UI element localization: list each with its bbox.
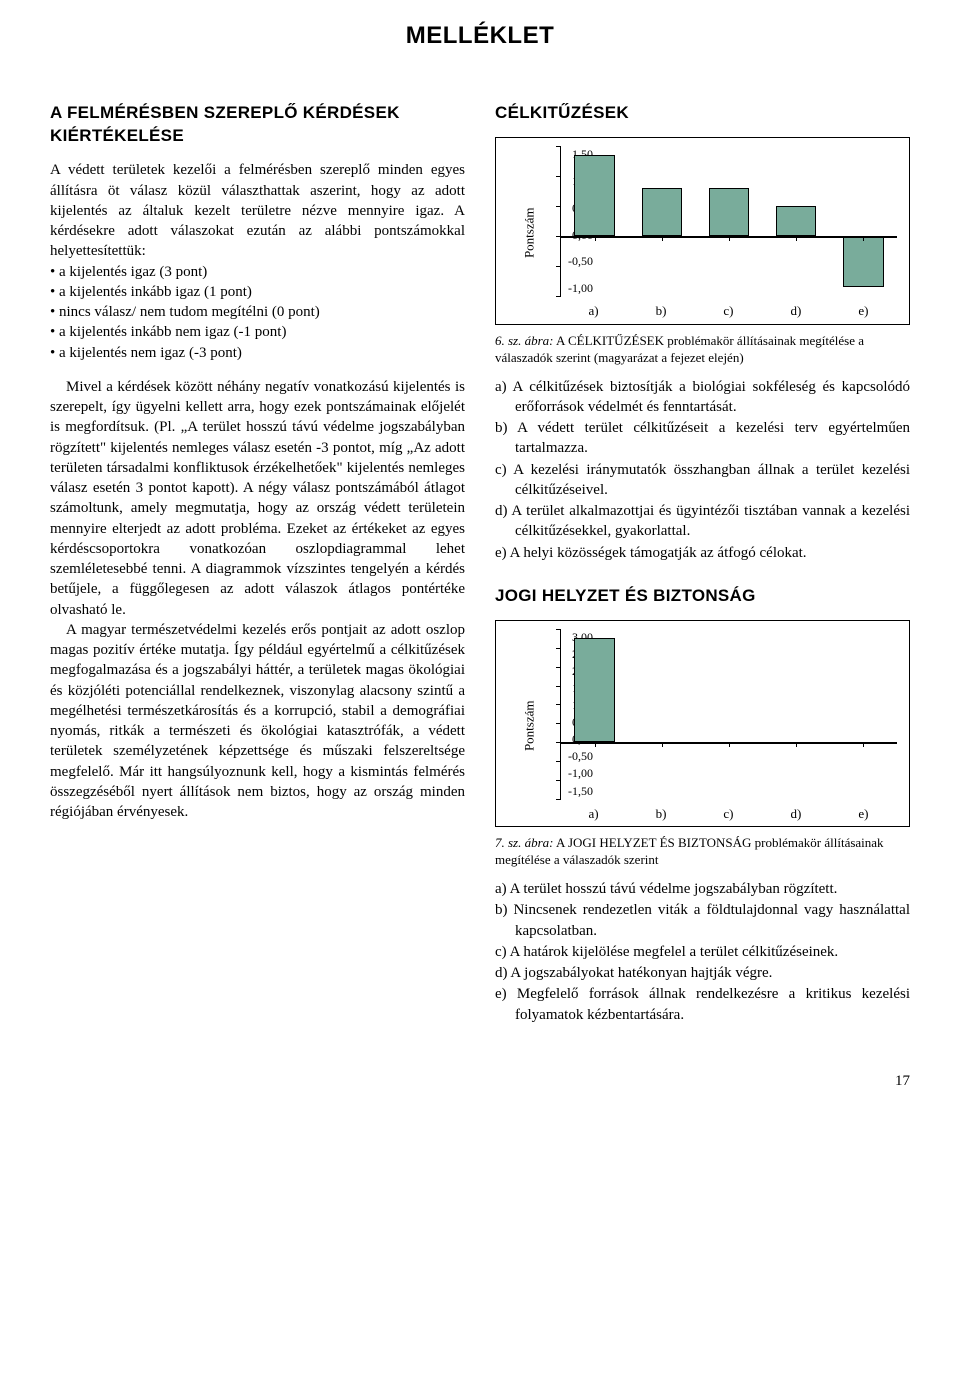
score-bullets: a kijelentés igaz (3 pont) a kijelentés …	[50, 262, 465, 363]
chart1-caption: 6. sz. ábra: A CÉLKITŰZÉSEK problémakör …	[495, 333, 910, 367]
bullet: a kijelentés inkább nem igaz (-1 pont)	[50, 322, 465, 342]
xlabel: e)	[858, 302, 868, 320]
chart2-heading: JOGI HELYZET ÉS BIZTONSÁG	[495, 585, 910, 608]
answer-item: c) A kezelési iránymutatók összhangban á…	[495, 460, 910, 501]
answer-item: b) A védett terület célkitűzéseit a keze…	[495, 418, 910, 459]
chart1-plot: 1,501,000,500,00-0,50-1,00	[560, 146, 897, 296]
bar	[843, 236, 883, 287]
bullet: a kijelentés igaz (3 pont)	[50, 262, 465, 282]
chart1-xlabels: a) b) c) d) e)	[560, 296, 897, 320]
answer-item: b) Nincsenek rendezetlen viták a földtul…	[495, 900, 910, 941]
xlabel: d)	[791, 805, 802, 823]
xlabel: d)	[791, 302, 802, 320]
bar-slot	[830, 146, 897, 296]
bar	[574, 638, 614, 742]
bar-slot	[628, 629, 695, 799]
bar-slot	[695, 629, 762, 799]
bar	[776, 206, 816, 236]
bar-slot	[763, 146, 830, 296]
bullet: nincs válasz/ nem tudom megítélni (0 pon…	[50, 302, 465, 322]
answer-item: d) A terület alkalmazottjai és ügyintéző…	[495, 501, 910, 542]
chart2-box: Pontszám 3,002,502,001,501,000,500,00-0,…	[495, 620, 910, 828]
chart2-caption: 7. sz. ábra: A JOGI HELYZET ÉS BIZTONSÁG…	[495, 835, 910, 869]
caption-lead: 6. sz. ábra:	[495, 333, 554, 348]
chart2-plot: 3,002,502,001,501,000,500,00-0,50-1,00-1…	[560, 629, 897, 799]
left-heading: A FELMÉRÉSBEN SZEREPLŐ KÉRDÉSEK KIÉRTÉKE…	[50, 102, 465, 148]
bullet: a kijelentés nem igaz (-3 pont)	[50, 343, 465, 363]
xlabel: a)	[588, 805, 598, 823]
xlabel: e)	[858, 805, 868, 823]
answer-item: d) A jogszabályokat hatékonyan hajtják v…	[495, 963, 910, 983]
caption-text: A JOGI HELYZET ÉS BIZTONSÁG problémakör …	[495, 835, 884, 867]
xlabel: c)	[723, 302, 733, 320]
left-p1: A védett területek kezelői a felmérésben…	[50, 160, 465, 261]
answer-item: e) Megfelelő források állnak rendelkezés…	[495, 984, 910, 1025]
bar-slot	[695, 146, 762, 296]
bar	[642, 188, 682, 236]
bar-slot	[561, 629, 628, 799]
bar	[574, 155, 614, 236]
left-p3: A magyar természetvédelmi kezelés erős p…	[50, 620, 465, 823]
right-column: CÉLKITŰZÉSEK Pontszám 1,501,000,500,00-0…	[495, 102, 910, 1047]
page-number: 17	[50, 1071, 910, 1091]
chart2-answers: a) A terület hosszú távú védelme jogszab…	[495, 879, 910, 1025]
bar-slot	[763, 629, 830, 799]
answer-item: e) A helyi közösségek támogatják az átfo…	[495, 543, 910, 563]
bullet: a kijelentés inkább igaz (1 pont)	[50, 282, 465, 302]
xlabel: b)	[656, 302, 667, 320]
answer-item: a) A célkitűzések biztosítják a biológia…	[495, 377, 910, 418]
chart1-answers: a) A célkitűzések biztosítják a biológia…	[495, 377, 910, 563]
chart2-bars	[561, 629, 897, 799]
chart1-heading: CÉLKITŰZÉSEK	[495, 102, 910, 125]
xlabel: c)	[723, 805, 733, 823]
chart1-box: Pontszám 1,501,000,500,00-0,50-1,00 a)b)…	[495, 137, 910, 325]
answer-item: c) A határok kijelölése megfelel a terül…	[495, 942, 910, 962]
xlabel: b)	[656, 805, 667, 823]
bar-slot	[628, 146, 695, 296]
bar-slot	[830, 629, 897, 799]
answer-item: a) A terület hosszú távú védelme jogszab…	[495, 879, 910, 899]
left-p2: Mivel a kérdések között néhány negatív v…	[50, 377, 465, 620]
two-column-layout: A FELMÉRÉSBEN SZEREPLŐ KÉRDÉSEK KIÉRTÉKE…	[50, 102, 910, 1047]
xlabel: a)	[588, 302, 598, 320]
page-title: MELLÉKLET	[50, 20, 910, 52]
bar	[709, 188, 749, 236]
bar-slot	[561, 146, 628, 296]
chart2-xlabels: a) b) c) d) e)	[560, 799, 897, 823]
left-column: A FELMÉRÉSBEN SZEREPLŐ KÉRDÉSEK KIÉRTÉKE…	[50, 102, 465, 1047]
chart1-bars	[561, 146, 897, 296]
caption-lead: 7. sz. ábra:	[495, 835, 554, 850]
